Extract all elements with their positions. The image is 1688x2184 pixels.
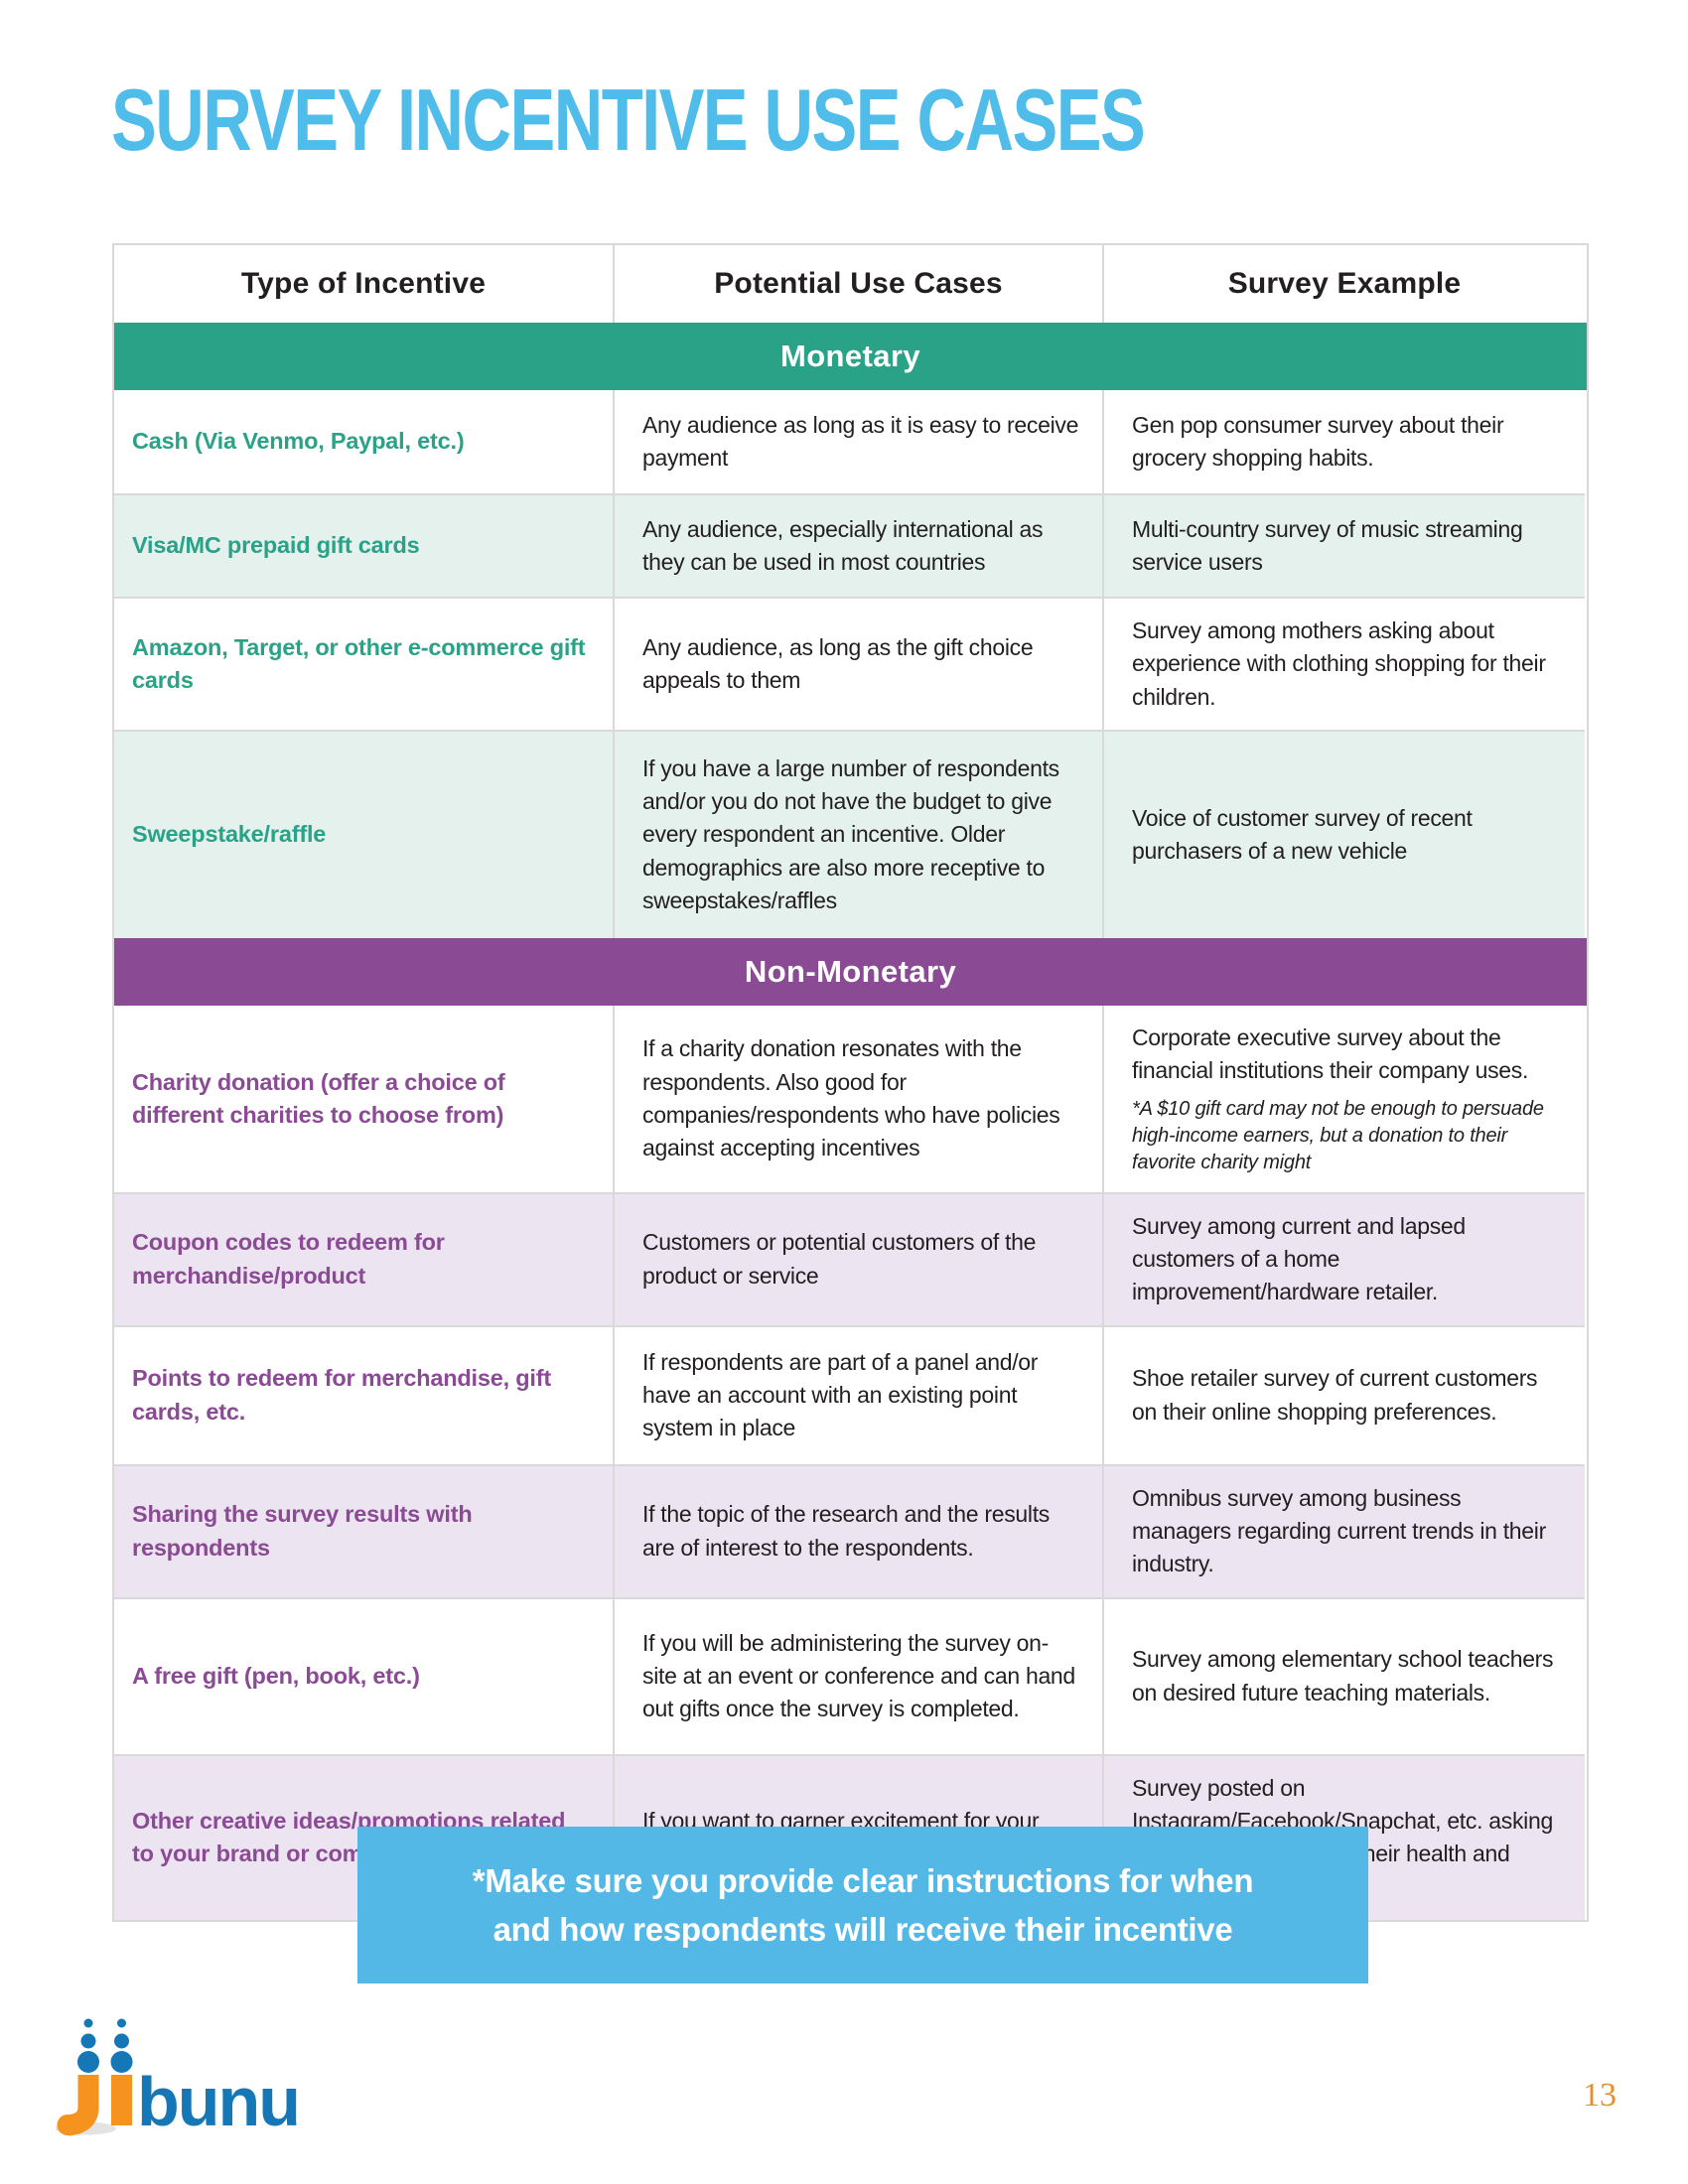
note-line-1: *Make sure you provide clear instruction…: [472, 1861, 1254, 1899]
use-case-text: Customers or potential customers of the …: [613, 1191, 1102, 1325]
header-potential-use-cases: Potential Use Cases: [613, 245, 1102, 323]
table-row-sweepstake-raffle: Sweepstake/raffle If you have a large nu…: [114, 730, 1587, 939]
use-case-text: Any audience, as long as the gift choice…: [613, 597, 1102, 731]
logo-i-stem: [111, 2075, 132, 2125]
survey-example-text: Survey among mothers asking about experi…: [1102, 597, 1585, 731]
logo-dot: [110, 2051, 133, 2073]
use-case-text: Any audience, especially international a…: [613, 493, 1102, 597]
jibunu-logo: bunu: [55, 2013, 306, 2143]
survey-example-text: Shoe retailer survey of current customer…: [1102, 1324, 1585, 1464]
incentive-instructions-note: *Make sure you provide clear instruction…: [357, 1827, 1368, 1983]
logo-dot: [83, 2018, 93, 2028]
jibunu-logo-graphic: bunu: [55, 2018, 301, 2140]
table-row-points-to-redeem: Points to redeem for merchandise, gift c…: [114, 1324, 1587, 1464]
survey-example-footnote: *A $10 gift card may not be enough to pe…: [1132, 1097, 1544, 1173]
table-row-ecommerce-gift-cards: Amazon, Target, or other e-commerce gift…: [114, 597, 1587, 731]
incentive-type-label: Charity donation (offer a choice of diff…: [114, 1006, 613, 1192]
section-header-monetary: Monetary: [114, 323, 1587, 390]
survey-example-text: Survey among elementary school teachers …: [1102, 1596, 1585, 1754]
incentive-table: Type of Incentive Potential Use Cases Su…: [112, 243, 1589, 1923]
incentive-type-label: Visa/MC prepaid gift cards: [114, 493, 613, 597]
use-case-text: If you will be administering the survey …: [613, 1596, 1102, 1754]
survey-example-main: Corporate executive survey about the fin…: [1132, 1024, 1529, 1084]
incentive-type-label: Points to redeem for merchandise, gift c…: [114, 1324, 613, 1464]
table-row-coupon-codes: Coupon codes to redeem for merchandise/p…: [114, 1191, 1587, 1325]
logo-dot: [80, 2033, 96, 2049]
survey-example-text: Voice of customer survey of recent purch…: [1102, 730, 1585, 939]
section-header-non-monetary: Non-Monetary: [114, 938, 1587, 1007]
logo-dot: [114, 2033, 129, 2049]
note-line-2: and how respondents will receive their i…: [492, 1911, 1233, 1948]
incentive-type-label: A free gift (pen, book, etc.): [114, 1596, 613, 1754]
use-case-text: Any audience as long as it is easy to re…: [613, 390, 1102, 493]
use-case-text: If the topic of the research and the res…: [613, 1463, 1102, 1597]
table-row-free-gift: A free gift (pen, book, etc.) If you wil…: [114, 1596, 1587, 1754]
table-row-cash: Cash (Via Venmo, Paypal, etc.) Any audie…: [114, 390, 1587, 493]
page-number: 13: [1583, 2077, 1617, 2114]
use-case-text: If a charity donation resonates with the…: [613, 1006, 1102, 1192]
incentive-type-label: Amazon, Target, or other e-commerce gift…: [114, 597, 613, 731]
incentive-type-label: Sweepstake/raffle: [114, 730, 613, 939]
table-row-visa-mc: Visa/MC prepaid gift cards Any audience,…: [114, 493, 1587, 597]
header-type-of-incentive: Type of Incentive: [240, 267, 487, 300]
page-title: SURVEY INCENTIVE USE CASES: [111, 70, 1146, 169]
logo-dot: [117, 2018, 126, 2028]
survey-example-text: Multi-country survey of music streaming …: [1102, 493, 1585, 597]
survey-example-text: Gen pop consumer survey about their groc…: [1102, 390, 1585, 493]
incentive-type-label: Sharing the survey results with responde…: [114, 1463, 613, 1597]
survey-example-text: Omnibus survey among business managers r…: [1102, 1463, 1585, 1597]
table-header-row: Type of Incentive Potential Use Cases Su…: [114, 245, 1587, 323]
table-row-sharing-results: Sharing the survey results with responde…: [114, 1463, 1587, 1597]
survey-example-text: Corporate executive survey about the fin…: [1102, 1006, 1585, 1192]
use-case-text: If you have a large number of respondent…: [613, 730, 1102, 939]
survey-example-text: Survey among current and lapsed customer…: [1102, 1191, 1585, 1325]
incentive-type-label: Coupon codes to redeem for merchandise/p…: [114, 1191, 613, 1325]
header-survey-example: Survey Example: [1102, 245, 1585, 323]
table-row-charity-donation: Charity donation (offer a choice of diff…: [114, 1006, 1587, 1192]
use-case-text: If respondents are part of a panel and/o…: [613, 1324, 1102, 1464]
incentive-type-label: Cash (Via Venmo, Paypal, etc.): [114, 390, 613, 493]
logo-wordmark-text: bunu: [137, 2063, 299, 2138]
logo-j-tail-tip: [57, 2115, 78, 2135]
logo-dot: [77, 2051, 99, 2073]
